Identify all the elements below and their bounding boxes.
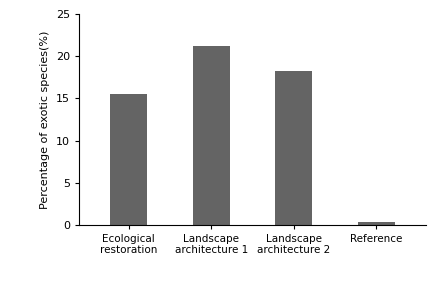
Bar [110, 94, 147, 225]
Y-axis label: Percentage of exotic species(%): Percentage of exotic species(%) [40, 30, 50, 209]
Bar [192, 46, 229, 225]
Bar [357, 222, 394, 225]
Bar [275, 71, 311, 225]
